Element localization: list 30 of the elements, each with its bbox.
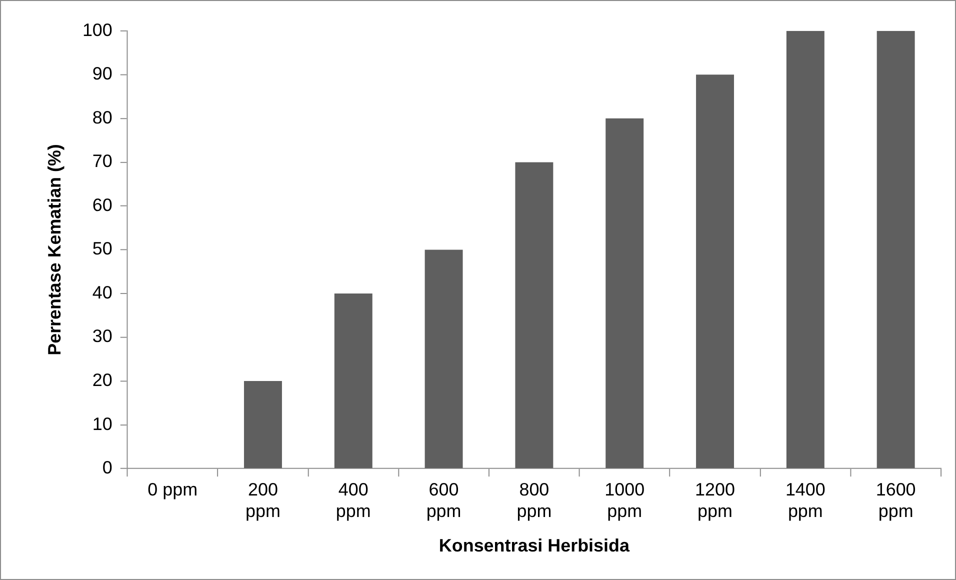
x-tick-label: 1000 ppm <box>604 479 645 521</box>
y-axis-title: Perrentase Kematian (%) <box>44 144 65 356</box>
y-tick-label: 20 <box>92 370 112 390</box>
y-tick-label: 100 <box>82 20 112 40</box>
bar <box>424 250 463 468</box>
bar <box>515 162 554 468</box>
bar <box>696 74 734 468</box>
x-tick-label: 400 ppm <box>336 479 371 521</box>
x-tick-label: 800 ppm <box>516 479 552 521</box>
x-tick-label: 1400 ppm <box>785 479 826 521</box>
y-tick-label: 90 <box>92 64 112 84</box>
x-tick-label: 1600 ppm <box>876 479 916 521</box>
x-tick-label: 1200 ppm <box>695 479 735 521</box>
x-axis-title: Konsentrasi Herbisida <box>438 535 630 556</box>
x-tick-label: 200 ppm <box>246 479 280 521</box>
x-tick-label: 600 ppm <box>426 479 462 521</box>
y-tick-label: 60 <box>92 194 112 215</box>
bar <box>606 118 644 468</box>
y-tick-label: 10 <box>92 414 112 434</box>
bar <box>876 30 915 468</box>
y-tick-label: 30 <box>92 326 112 346</box>
bar <box>244 381 282 468</box>
x-tick-label: 0 ppm <box>148 479 198 500</box>
y-tick-label: 50 <box>92 238 112 259</box>
bar <box>786 30 824 468</box>
y-tick-label: 40 <box>92 282 112 302</box>
y-tick-label: 0 <box>102 458 112 478</box>
bar <box>334 294 372 468</box>
y-tick-label: 70 <box>92 151 112 172</box>
y-tick-label: 80 <box>92 107 112 128</box>
